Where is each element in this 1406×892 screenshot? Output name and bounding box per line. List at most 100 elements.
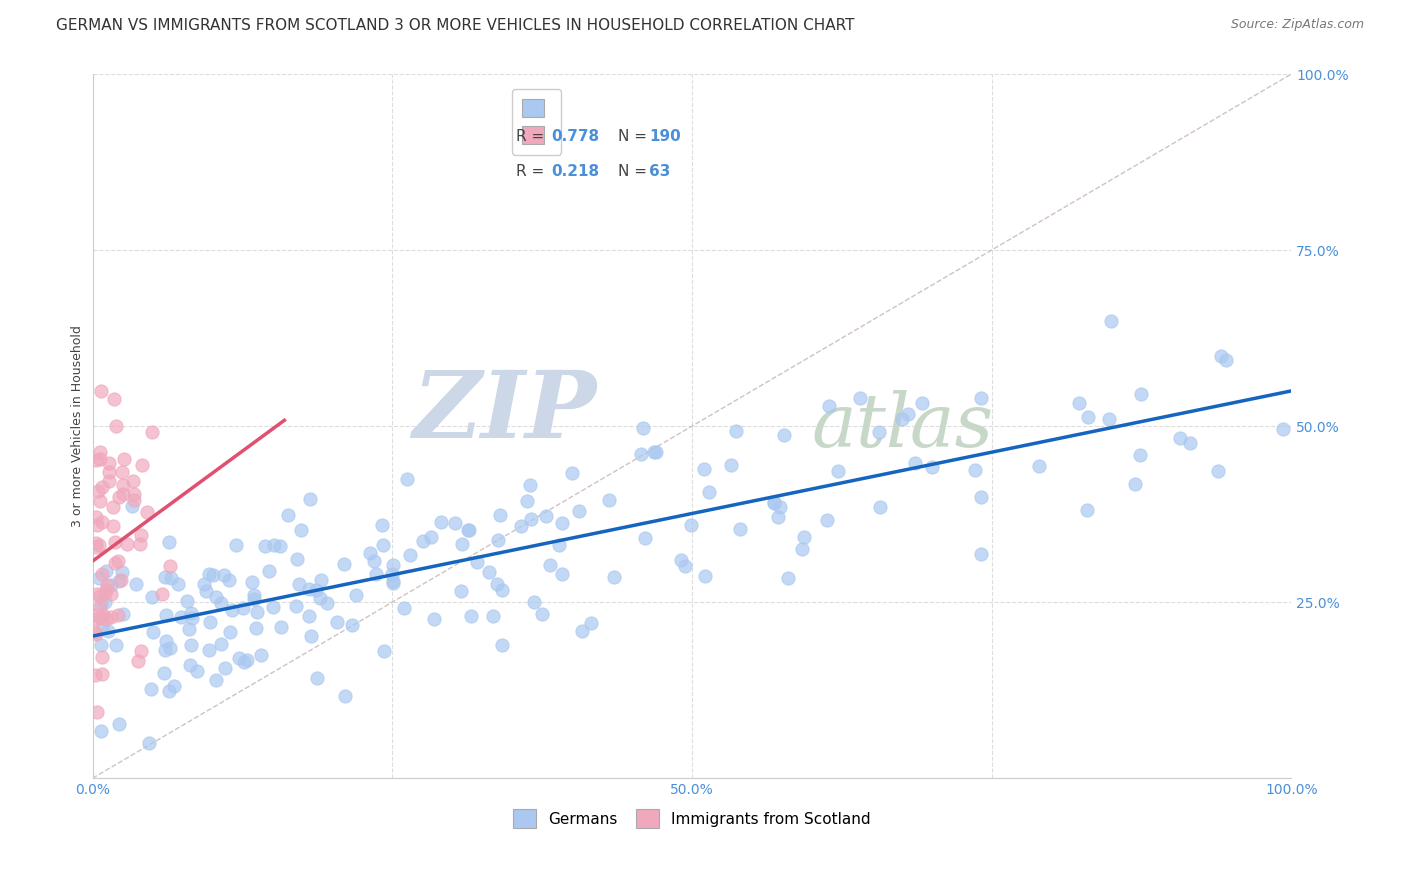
Point — [83, 624, 105, 639]
Point — [412, 534, 434, 549]
Point — [815, 513, 838, 527]
Point — [86, 705, 108, 719]
Point — [170, 609, 193, 624]
Point — [214, 661, 236, 675]
Point — [568, 504, 591, 518]
Point — [96, 578, 118, 592]
Point — [100, 610, 122, 624]
Point — [1097, 412, 1119, 426]
Point — [125, 577, 148, 591]
Point — [340, 618, 363, 632]
Point — [90, 596, 112, 610]
Point — [364, 566, 387, 581]
Point — [142, 624, 165, 639]
Point — [395, 472, 418, 486]
Point — [287, 577, 309, 591]
Point — [725, 424, 748, 438]
Point — [298, 608, 321, 623]
Point — [103, 392, 125, 406]
Point — [285, 551, 308, 566]
Point — [122, 487, 145, 501]
Point — [551, 516, 574, 531]
Point — [89, 444, 111, 458]
Point — [1209, 349, 1232, 363]
Point — [94, 612, 117, 626]
Point — [371, 518, 394, 533]
Point — [849, 391, 872, 405]
Point — [634, 531, 657, 545]
Point — [262, 599, 284, 614]
Point — [179, 658, 201, 673]
Point — [129, 644, 152, 658]
Point — [450, 536, 472, 550]
Point — [373, 644, 395, 658]
Point — [1130, 387, 1153, 401]
Point — [84, 453, 107, 467]
Point — [111, 465, 134, 479]
Point — [772, 428, 794, 442]
Point — [107, 607, 129, 622]
Point — [673, 559, 696, 574]
Point — [111, 566, 134, 580]
Point — [911, 396, 934, 410]
Point — [1168, 431, 1191, 445]
Point — [333, 557, 356, 571]
Point — [195, 584, 218, 599]
Point — [1028, 459, 1050, 474]
Point — [309, 573, 332, 587]
Point — [1123, 477, 1146, 491]
Point — [290, 523, 312, 537]
Point — [87, 571, 110, 585]
Point — [107, 574, 129, 589]
Point — [240, 574, 263, 589]
Point — [221, 603, 243, 617]
Point — [205, 590, 228, 604]
Point — [457, 523, 479, 537]
Point — [298, 582, 321, 597]
Point — [382, 558, 405, 572]
Point — [644, 445, 666, 459]
Point — [284, 599, 307, 613]
Point — [163, 679, 186, 693]
Text: ZIP: ZIP — [412, 367, 596, 457]
Point — [776, 571, 799, 585]
Point — [869, 500, 891, 514]
Point — [897, 408, 920, 422]
Point — [129, 528, 152, 542]
Point — [127, 654, 149, 668]
Point — [157, 535, 180, 549]
Point — [695, 569, 717, 583]
Point — [105, 419, 128, 434]
Point — [91, 608, 114, 623]
Point — [193, 577, 215, 591]
Point — [818, 399, 841, 413]
Point — [180, 607, 202, 621]
Text: GERMAN VS IMMIGRANTS FROM SCOTLAND 3 OR MORE VEHICLES IN HOUSEHOLD CORRELATION C: GERMAN VS IMMIGRANTS FROM SCOTLAND 3 OR … — [56, 18, 855, 33]
Point — [631, 421, 654, 435]
Point — [561, 467, 583, 481]
Point — [198, 615, 221, 630]
Point — [766, 509, 789, 524]
Text: 0.218: 0.218 — [551, 164, 599, 179]
Point — [509, 519, 531, 533]
Point — [197, 567, 219, 582]
Point — [489, 508, 512, 523]
Point — [253, 540, 276, 554]
Point — [762, 496, 785, 510]
Point — [970, 547, 993, 561]
Point — [430, 515, 453, 529]
Point — [98, 456, 121, 470]
Point — [86, 587, 108, 601]
Point — [394, 601, 416, 615]
Text: 190: 190 — [650, 128, 681, 144]
Point — [697, 485, 720, 500]
Point — [104, 535, 127, 549]
Point — [904, 456, 927, 470]
Point — [152, 587, 174, 601]
Point — [762, 494, 785, 508]
Point — [131, 458, 153, 472]
Text: 63: 63 — [650, 164, 671, 179]
Point — [135, 505, 157, 519]
Point — [155, 608, 177, 623]
Point — [1129, 449, 1152, 463]
